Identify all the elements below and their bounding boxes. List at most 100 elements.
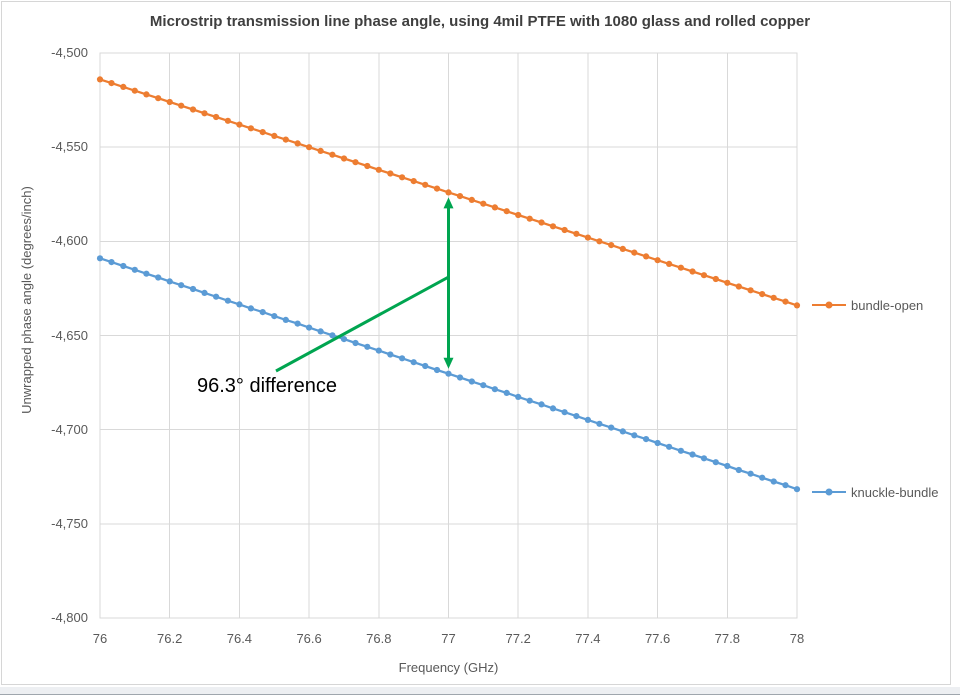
data-point-bundle-open	[735, 283, 742, 290]
data-point-knuckle-bundle	[120, 262, 127, 270]
data-point-knuckle-bundle	[666, 443, 673, 450]
data-point-bundle-open	[433, 185, 441, 192]
plot-border	[99, 52, 798, 619]
data-point-knuckle-bundle	[782, 482, 789, 489]
y-tick-label: -4,800	[51, 610, 88, 625]
data-point-knuckle-bundle	[526, 397, 533, 404]
data-point-knuckle-bundle	[224, 297, 231, 304]
data-point-bundle-open	[643, 253, 650, 260]
legend-label-knuckle-bundle: knuckle-bundle	[851, 484, 939, 500]
data-point-bundle-open	[793, 302, 801, 309]
data-point-bundle-open	[515, 211, 522, 219]
data-point-knuckle-bundle	[724, 462, 731, 470]
data-point-bundle-open	[445, 189, 452, 196]
x-axis-title: Frequency (GHz)	[398, 660, 499, 675]
data-point-bundle-open	[619, 245, 626, 252]
data-point-knuckle-bundle	[643, 436, 650, 443]
chart-frame	[1, 1, 951, 685]
data-point-knuckle-bundle	[178, 282, 185, 289]
data-point-knuckle-bundle	[573, 413, 580, 420]
data-point-bundle-open	[538, 219, 545, 226]
y-tick-label: -4,500	[51, 45, 88, 60]
data-point-bundle-open	[317, 147, 324, 154]
data-point-knuckle-bundle	[491, 386, 498, 393]
data-point-knuckle-bundle	[759, 474, 766, 481]
data-point-knuckle-bundle	[96, 255, 104, 262]
x-tick-label: 76.4	[226, 631, 253, 646]
data-point-bundle-open	[131, 87, 138, 94]
data-point-bundle-open	[236, 121, 243, 128]
data-point-bundle-open	[759, 291, 766, 298]
data-point-bundle-open	[213, 113, 220, 121]
data-point-knuckle-bundle	[608, 424, 615, 431]
data-point-bundle-open	[584, 234, 592, 241]
y-tick-label: -4,600	[51, 233, 88, 249]
bundle-open-legend-marker-icon	[812, 301, 846, 309]
data-point-knuckle-bundle	[329, 332, 336, 339]
data-point-knuckle-bundle	[213, 293, 220, 300]
data-point-bundle-open	[712, 275, 719, 283]
data-point-bundle-open	[503, 208, 510, 215]
data-point-knuckle-bundle	[445, 370, 452, 377]
data-point-knuckle-bundle	[584, 416, 592, 423]
data-point-bundle-open	[631, 249, 638, 256]
data-point-knuckle-bundle	[399, 355, 406, 362]
data-point-knuckle-bundle	[433, 366, 441, 374]
data-point-bundle-open	[155, 95, 162, 102]
y-tick-label: -4,750	[51, 515, 88, 531]
data-point-knuckle-bundle	[503, 389, 510, 396]
legend-item-bundle-open: bundle-open	[812, 296, 923, 314]
legend-label-bundle-open: bundle-open	[851, 297, 924, 313]
data-point-bundle-open	[573, 230, 580, 237]
data-point-bundle-open	[782, 298, 789, 305]
data-point-knuckle-bundle	[306, 324, 313, 331]
data-point-bundle-open	[178, 102, 185, 109]
data-point-bundle-open	[201, 110, 208, 117]
x-tick-label: 77.4	[575, 631, 601, 646]
data-point-knuckle-bundle	[166, 278, 173, 285]
data-point-knuckle-bundle	[422, 362, 429, 370]
x-tick-label: 78	[789, 631, 805, 646]
data-point-knuckle-bundle	[143, 270, 150, 277]
data-point-bundle-open	[491, 204, 498, 211]
x-tick-label: 77	[441, 631, 456, 646]
data-point-bundle-open	[666, 260, 673, 267]
data-point-bundle-open	[700, 272, 708, 279]
data-point-knuckle-bundle	[735, 466, 742, 474]
window-bottom-strip	[0, 687, 960, 695]
data-point-knuckle-bundle	[619, 428, 626, 435]
x-tick-label: 77.6	[644, 631, 671, 646]
data-point-knuckle-bundle	[410, 359, 417, 366]
data-point-knuckle-bundle	[770, 478, 777, 485]
x-tick-label: 76.2	[157, 631, 183, 646]
data-point-knuckle-bundle	[456, 374, 464, 381]
x-tick-label: 77.2	[505, 631, 531, 646]
data-point-bundle-open	[456, 193, 464, 200]
data-point-bundle-open	[247, 125, 254, 132]
data-point-bundle-open	[526, 215, 533, 222]
x-tick-label: 76.6	[296, 631, 322, 646]
data-point-bundle-open	[480, 200, 487, 207]
data-point-knuckle-bundle	[364, 343, 371, 350]
data-point-knuckle-bundle	[712, 459, 719, 466]
x-tick-label: 76.8	[366, 631, 392, 646]
data-point-knuckle-bundle	[294, 320, 301, 327]
data-point-bundle-open	[375, 166, 382, 173]
data-point-knuckle-bundle	[631, 432, 638, 439]
data-point-bundle-open	[364, 162, 371, 170]
data-point-knuckle-bundle	[596, 420, 603, 427]
data-point-bundle-open	[468, 196, 475, 203]
data-point-bundle-open	[120, 83, 127, 90]
data-point-knuckle-bundle	[271, 313, 278, 320]
data-point-bundle-open	[271, 132, 278, 139]
data-point-knuckle-bundle	[561, 409, 568, 416]
knuckle-bundle-legend-marker-icon	[812, 488, 846, 496]
data-point-bundle-open	[410, 178, 417, 185]
data-point-knuckle-bundle	[155, 274, 162, 281]
data-point-knuckle-bundle	[189, 285, 197, 293]
data-point-knuckle-bundle	[515, 393, 522, 400]
data-point-knuckle-bundle	[538, 401, 545, 408]
data-point-bundle-open	[654, 257, 661, 264]
data-point-bundle-open	[399, 174, 406, 181]
